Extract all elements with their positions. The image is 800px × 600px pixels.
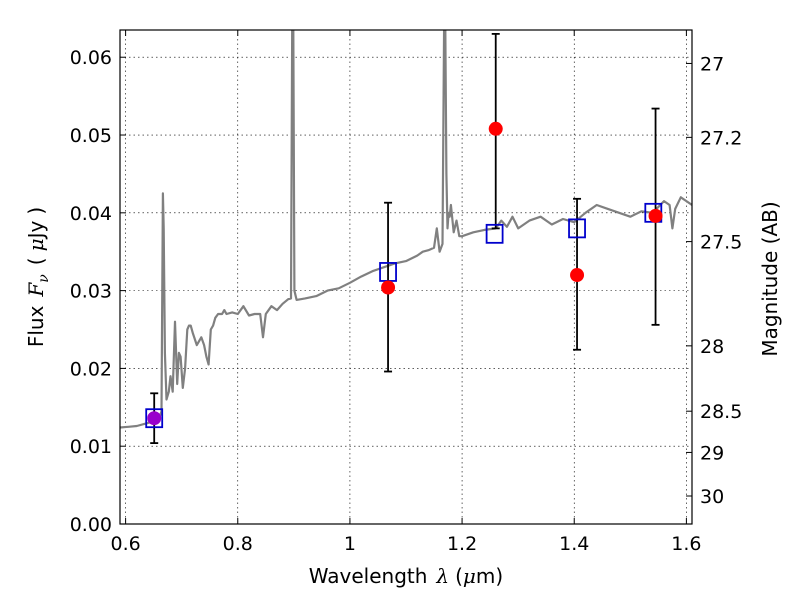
observed-point-3 [570, 268, 585, 283]
y-tick-label-5: 0.05 [70, 125, 112, 147]
x-tick-label-4: 1.4 [559, 533, 589, 555]
right-axis-label: Magnitude (AB) [758, 201, 782, 356]
model-square-2 [485, 223, 504, 244]
right-tick-label-6: 30 [700, 486, 724, 508]
y-tick-label-6: 0.06 [70, 47, 112, 69]
x-tick-label-3: 1.2 [447, 533, 477, 555]
right-tick-label-1: 27.2 [700, 127, 742, 149]
right-tick-label-0: 27 [700, 53, 724, 75]
observed-point-2 [488, 121, 503, 136]
x-tick-label-2: 1 [344, 533, 356, 555]
y-tick-label-4: 0.04 [70, 203, 112, 225]
model-square-3 [568, 218, 586, 239]
grid-lines [120, 30, 692, 524]
right-tick-label-4: 28.5 [700, 401, 742, 423]
y-axis-ticks: 0.00 0.01 0.02 0.03 0.04 0.05 0.06 [70, 47, 126, 536]
x-axis-label: Wavelength λ (μm) [309, 564, 503, 588]
x-tick-label-1: 0.8 [223, 533, 253, 555]
right-axis-ticks: 27 27.2 27.5 28 28.5 29 30 [686, 53, 742, 508]
plot-frame [119, 29, 693, 525]
y-axis-label: FluxFν(μJy) [24, 207, 52, 347]
y-tick-label-1: 0.01 [70, 436, 112, 458]
model-square-0 [145, 408, 164, 429]
observed-point-0 [147, 411, 162, 426]
y-tick-label-2: 0.02 [70, 358, 112, 380]
spectrum-line [120, 30, 692, 429]
right-tick-label-2: 27.5 [700, 232, 742, 254]
spectrum-layer [120, 30, 692, 429]
right-tick-label-5: 29 [700, 442, 724, 464]
observed-point-4 [648, 208, 663, 223]
observed-flux-markers [147, 121, 663, 426]
x-tick-label-0: 0.6 [110, 533, 140, 555]
x-axis-ticks: 0.6 0.8 1 1.2 1.4 1.6 [110, 30, 702, 555]
observed-point-1 [381, 280, 396, 295]
x-tick-label-5: 1.6 [671, 533, 701, 555]
right-tick-label-3: 28 [700, 336, 724, 358]
y-tick-label-0: 0.00 [70, 514, 112, 536]
y-tick-label-3: 0.03 [70, 281, 112, 303]
